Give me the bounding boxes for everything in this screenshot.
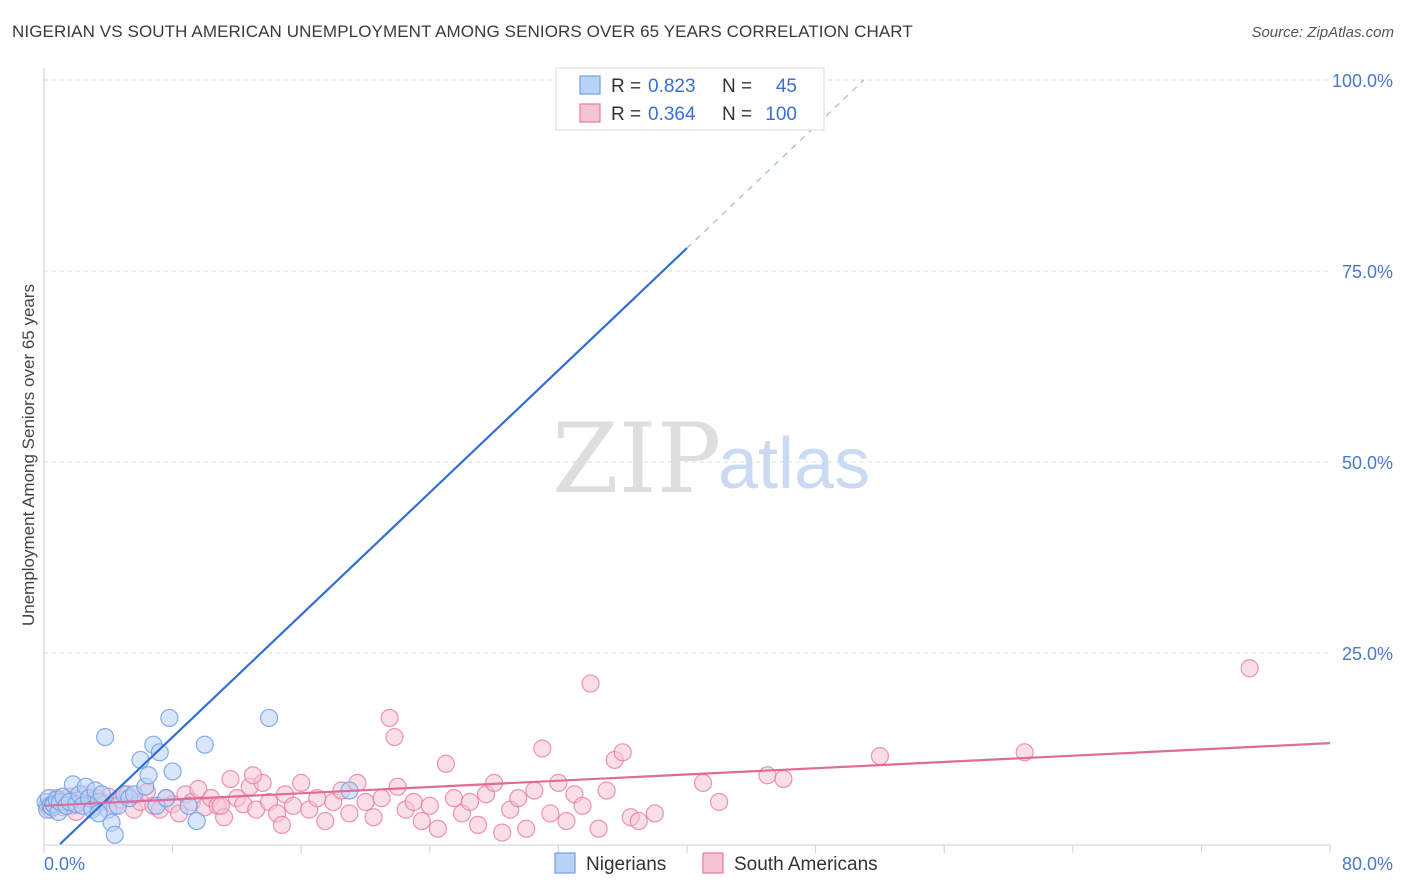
south-american-point [693,773,713,792]
south-american-point [541,804,560,823]
legend-r-label-south-americans: R = [611,104,641,125]
south-american-point [1015,743,1034,762]
nigerians-points [36,708,359,844]
top-legend: R = 0.823 N = 45 R = 0.364 N = 100 [555,67,825,131]
trend-lines [43,79,1331,845]
bottom-legend-label-nigerians: Nigerians [586,854,666,875]
nigerian-point [95,727,115,747]
nigerian-point [187,811,206,831]
legend-swatch-nigerians [579,75,601,95]
south-american-point [573,796,592,815]
watermark-zip: ZIP [552,403,721,515]
y-tick-label: 100.0% [1332,71,1393,91]
watermark-atlas: atlas [718,424,870,504]
south-american-point [645,804,664,823]
south-american-point [581,674,600,693]
south-american-point [380,708,399,728]
y-axis-label: Unemployment Among Seniors over 65 years [19,284,38,626]
south-american-point [870,747,890,766]
x-tick-labels: 0.0% 80.0% [44,854,1393,874]
south-american-point [404,792,423,812]
south-americans-points [38,659,1259,842]
south-american-point [460,792,480,812]
bottom-legend-swatch-nigerians [554,852,576,874]
x-tick-label: 80.0% [1342,854,1393,874]
south-american-point [509,789,528,808]
south-american-point [468,815,488,835]
south-american-point [272,815,292,835]
nigerian-point [92,785,111,804]
nigerian-point [139,766,158,785]
axes [43,68,1331,853]
nigerian-point [163,762,182,781]
south-american-point [597,781,616,800]
y-tick-label: 50.0% [1342,453,1393,473]
chart-title: NIGERIAN VS SOUTH AMERICAN UNEMPLOYMENT … [12,22,913,41]
south-american-point [316,811,335,831]
legend-n-value-south-americans: 100 [765,104,797,125]
south-american-point [372,789,391,808]
bottom-legend-swatch-south-americans [702,852,724,874]
nigerian-point [195,735,214,754]
bottom-legend: Nigerians South Americans [554,852,878,875]
nigerian-point [150,743,169,762]
south-american-point [533,739,552,758]
legend-n-label-south-americans: N = [722,104,752,125]
south-american-point [412,811,431,831]
nigerian-point [160,708,179,728]
south-american-point [493,823,512,842]
south-american-point [364,808,383,827]
south-american-point [340,804,359,823]
grid [44,79,1330,654]
y-tick-label: 75.0% [1342,262,1393,282]
nigerian-point [157,789,176,808]
watermark: ZIP atlas [552,403,870,515]
south-american-point [243,766,263,785]
legend-r-value-nigerians: 0.823 [648,76,696,97]
legend-r-value-south-americans: 0.364 [648,104,696,125]
south-american-point [428,819,447,838]
south-american-point [517,819,536,838]
south-american-point [710,792,729,812]
nigerian-point [89,804,108,823]
south-american-point [436,754,455,773]
y-tick-labels: 25.0% 50.0% 75.0% 100.0% [1332,71,1393,664]
nigerian-point [105,825,124,844]
south-american-point [549,773,568,792]
nigerian-point [131,750,150,770]
south-american-point [284,796,303,815]
nigerians-trend-extension [686,79,865,249]
south-american-point [388,777,407,796]
legend-n-value-nigerians: 45 [776,76,797,97]
south-american-point [385,727,404,747]
south-american-point [774,769,793,789]
nigerians-trend-line [59,247,688,845]
south-american-point [292,773,311,792]
south-american-point [613,743,632,762]
source-label: Source: ZipAtlas.com [1251,24,1394,41]
south-american-point [589,819,608,838]
bottom-legend-label-south-americans: South Americans [734,854,878,875]
south-american-point [356,792,375,812]
legend-r-label-nigerians: R = [611,76,641,97]
south-american-point [525,781,544,800]
south-american-point [420,796,439,815]
south-american-point [1240,659,1259,678]
nigerian-point [179,796,198,815]
x-tick-label: 0.0% [44,854,85,874]
legend-swatch-south-americans [579,103,601,123]
south-american-point [211,796,230,815]
nigerian-point [259,708,279,728]
south-american-point [557,811,576,831]
south-american-point [221,769,240,789]
y-tick-label: 25.0% [1342,644,1393,664]
south-americans-trend-line [43,742,1331,807]
legend-n-label-nigerians: N = [722,76,752,97]
south-american-point [444,789,464,808]
legend-box [555,67,825,131]
south-american-point [629,811,648,831]
